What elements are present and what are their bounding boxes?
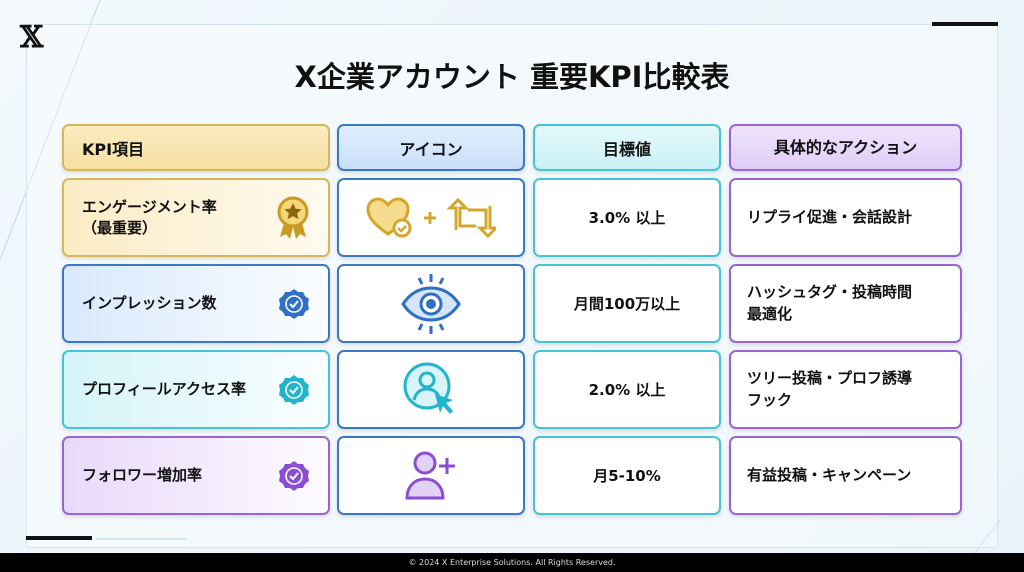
kpi-cell: インプレッション数 <box>62 264 330 343</box>
icon-cell <box>337 178 525 257</box>
kpi-cell: プロフィールアクセス率 <box>62 350 330 429</box>
action-cell: リプライ促進・会話設計 <box>729 178 962 257</box>
target-cell: 月5-10% <box>533 436 721 515</box>
award-medal-icon <box>276 195 310 241</box>
kpi-cell: フォロワー増加率 <box>62 436 330 515</box>
verified-badge-icon <box>278 288 310 320</box>
icon-cell <box>337 350 525 429</box>
kpi-cell: エンゲージメント率 （最重要） <box>62 178 330 257</box>
action-cell: 有益投稿・キャンペーン <box>729 436 962 515</box>
target-cell: 2.0% 以上 <box>533 350 721 429</box>
verified-badge-icon <box>278 374 310 406</box>
target-cell: 月間100万以上 <box>533 264 721 343</box>
footer-copyright: © 2024 X Enterprise Solutions. All Right… <box>0 553 1024 572</box>
target-cell: 3.0% 以上 <box>533 178 721 257</box>
accent-bar <box>932 22 998 26</box>
header-kpi: KPI項目 <box>62 124 330 171</box>
page-title: X企業アカウント 重要KPI比較表 <box>294 60 730 94</box>
icon-cell <box>337 264 525 343</box>
action-cell: ツリー投稿・プロフ誘導 フック <box>729 350 962 429</box>
accent-bar <box>26 536 92 540</box>
profile-click-icon <box>401 360 461 420</box>
verified-badge-icon <box>278 460 310 492</box>
header-target: 目標値 <box>533 124 721 171</box>
icon-cell <box>337 436 525 515</box>
header-icon: アイコン <box>337 124 525 171</box>
eye-icon <box>399 272 463 336</box>
action-cell: ハッシュタグ・投稿時間 最適化 <box>729 264 962 343</box>
x-logo: 𝕏 <box>20 20 44 55</box>
kpi-label: エンゲージメント率 （最重要） <box>82 197 217 237</box>
kpi-label: インプレッション数 <box>82 294 217 312</box>
kpi-label: フォロワー増加率 <box>82 466 203 484</box>
heart-check-plus-retweet-icon <box>366 196 496 240</box>
header-action: 具体的なアクション <box>729 124 962 171</box>
add-user-icon <box>403 450 459 502</box>
kpi-label: プロフィールアクセス率 <box>82 380 246 398</box>
accent-bar <box>96 538 186 540</box>
